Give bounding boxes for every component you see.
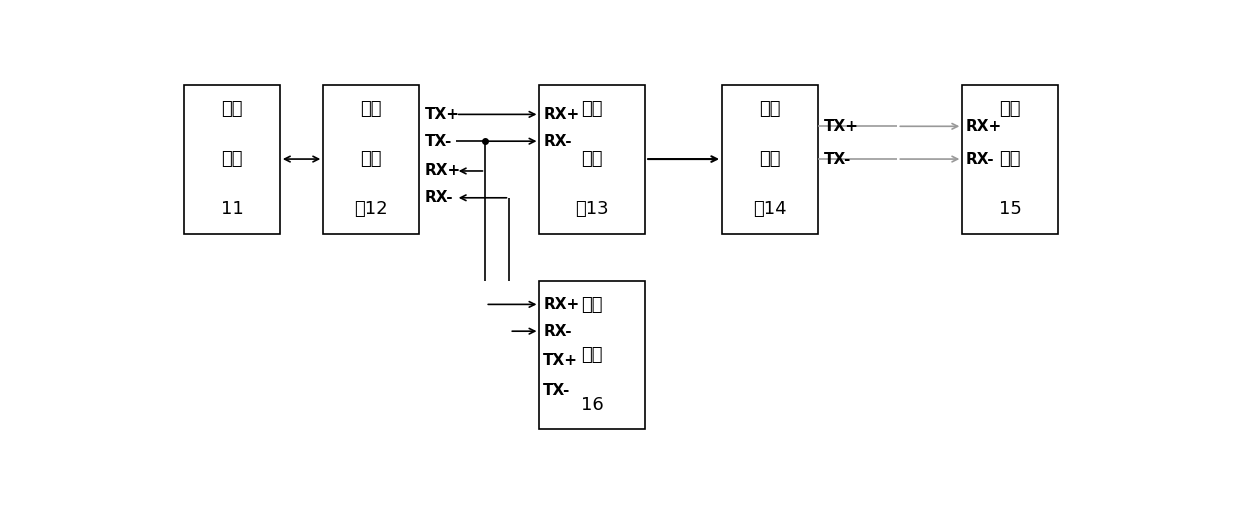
Text: RX+: RX+ xyxy=(425,163,461,179)
Text: TX-: TX- xyxy=(543,383,570,398)
Text: 云台: 云台 xyxy=(582,346,603,364)
Text: 15: 15 xyxy=(999,200,1022,218)
Text: 发送: 发送 xyxy=(582,100,603,119)
Text: RX+: RX+ xyxy=(543,297,579,312)
Text: 串口: 串口 xyxy=(361,100,382,119)
Bar xyxy=(184,84,280,234)
Text: TX+: TX+ xyxy=(425,107,460,122)
Bar xyxy=(962,84,1058,234)
Text: RX-: RX- xyxy=(543,324,572,338)
Text: TX+: TX+ xyxy=(543,353,578,369)
Text: 机14: 机14 xyxy=(753,200,787,218)
Text: RX-: RX- xyxy=(543,134,572,149)
Text: 转换: 转换 xyxy=(361,150,382,168)
Text: 中心: 中心 xyxy=(221,150,243,168)
Text: TX+: TX+ xyxy=(823,119,859,134)
Text: TX-: TX- xyxy=(823,152,851,166)
Text: 16: 16 xyxy=(580,395,604,414)
Text: RX-: RX- xyxy=(966,152,994,166)
Text: RX+: RX+ xyxy=(543,107,579,122)
Text: 控制: 控制 xyxy=(221,100,243,119)
Bar xyxy=(324,84,419,234)
Text: 器12: 器12 xyxy=(355,200,388,218)
Text: 本地: 本地 xyxy=(582,296,603,315)
Text: 光端: 光端 xyxy=(582,150,603,168)
Text: 机13: 机13 xyxy=(575,200,609,218)
Bar xyxy=(722,84,818,234)
Text: 接收: 接收 xyxy=(759,100,781,119)
Text: TX-: TX- xyxy=(425,134,453,149)
Text: 光端: 光端 xyxy=(759,150,781,168)
Bar xyxy=(539,280,645,430)
Text: 11: 11 xyxy=(221,200,243,218)
Text: RX+: RX+ xyxy=(966,119,1002,134)
Text: 远端: 远端 xyxy=(999,100,1021,119)
Text: RX-: RX- xyxy=(425,190,454,205)
Text: 云台: 云台 xyxy=(999,150,1021,168)
Bar xyxy=(539,84,645,234)
